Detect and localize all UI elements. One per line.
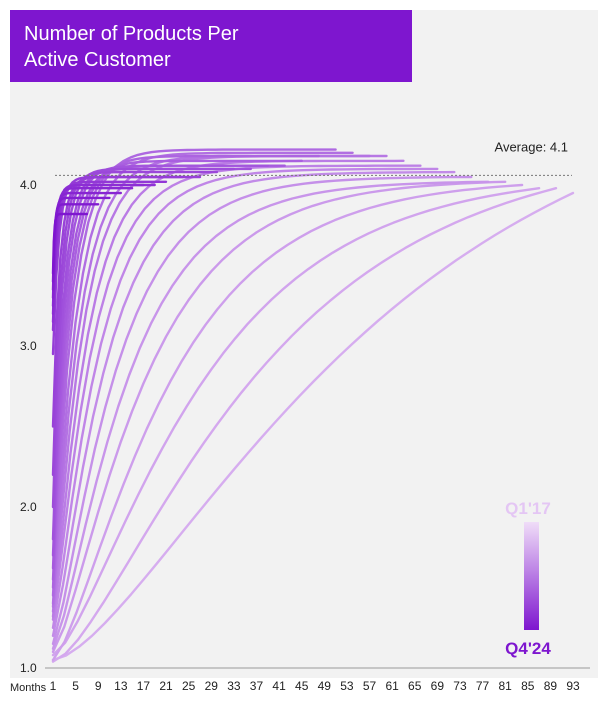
cohort-line [51, 203, 100, 283]
cohort-line [51, 187, 541, 657]
y-tick-label: 1.0 [20, 661, 37, 675]
x-tick-label: 9 [95, 679, 102, 693]
x-tick-label: 5 [72, 679, 79, 693]
legend-newest-label: Q4'24 [505, 639, 551, 658]
x-tick-label: 69 [431, 679, 445, 693]
x-tick-label: 77 [476, 679, 490, 693]
cohort-line [51, 187, 558, 663]
cohort-line [51, 212, 89, 275]
legend-oldest-label: Q1'17 [505, 499, 551, 518]
x-axis-label: Months [10, 682, 47, 694]
x-tick-label: 53 [340, 679, 354, 693]
chart-title: Number of Products Per Active Customer [24, 23, 239, 71]
cohort-line [51, 183, 524, 662]
legend-gradient-bar [524, 522, 539, 630]
x-tick-label: 57 [363, 679, 377, 693]
cohort-line [51, 170, 456, 637]
y-tick-label: 2.0 [20, 500, 37, 514]
x-tick-label: 65 [408, 679, 422, 693]
x-tick-label: 37 [250, 679, 264, 693]
y-tick-label: 3.0 [20, 339, 37, 353]
x-tick-label: 21 [159, 679, 173, 693]
x-tick-label: 17 [137, 679, 151, 693]
cohort-line [51, 159, 405, 618]
cohort-line [51, 191, 575, 662]
x-tick-label: 41 [272, 679, 286, 693]
cohort-line [51, 175, 473, 646]
x-tick-label: 29 [205, 679, 219, 693]
y-tick-label: 4.0 [20, 178, 37, 192]
cohort-line [51, 175, 185, 356]
cohort-line [51, 151, 354, 605]
cohort-line [51, 191, 122, 299]
x-tick-label: 89 [544, 679, 558, 693]
cohort-line [51, 183, 145, 315]
x-tick-label: 1 [50, 679, 57, 693]
x-tick-label: 93 [566, 679, 580, 693]
cohort-line [51, 180, 490, 650]
chart-title-box: Number of Products Per Active Customer [10, 10, 412, 82]
cohort-line [51, 164, 269, 557]
x-tick-label: 45 [295, 679, 309, 693]
x-tick-label: 33 [227, 679, 241, 693]
average-label: Average: 4.1 [495, 139, 568, 154]
x-tick-label: 25 [182, 679, 196, 693]
cohort-line [51, 167, 439, 629]
x-tick-label: 61 [385, 679, 399, 693]
chart-panel [10, 10, 598, 678]
cohort-line [51, 154, 388, 613]
x-tick-label: 13 [114, 679, 128, 693]
cohort-line [51, 180, 507, 654]
x-tick-label: 73 [453, 679, 467, 693]
cohort-line [51, 187, 134, 307]
cohort-line [51, 196, 111, 291]
x-tick-label: 49 [318, 679, 332, 693]
x-tick-label: 85 [521, 679, 535, 693]
x-tick-label: 81 [498, 679, 512, 693]
cohort-line [51, 159, 303, 581]
